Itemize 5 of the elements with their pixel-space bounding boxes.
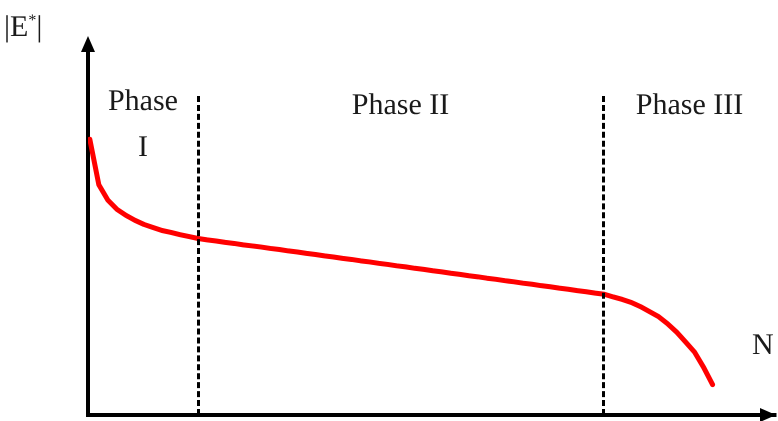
- text: Phase II: [352, 88, 450, 121]
- annotation: Phase I: [108, 84, 178, 163]
- text: Phase III: [636, 88, 744, 121]
- y-axis-title: |E$^{*}$|: [4, 10, 42, 43]
- x-axis-title: N: [752, 328, 774, 361]
